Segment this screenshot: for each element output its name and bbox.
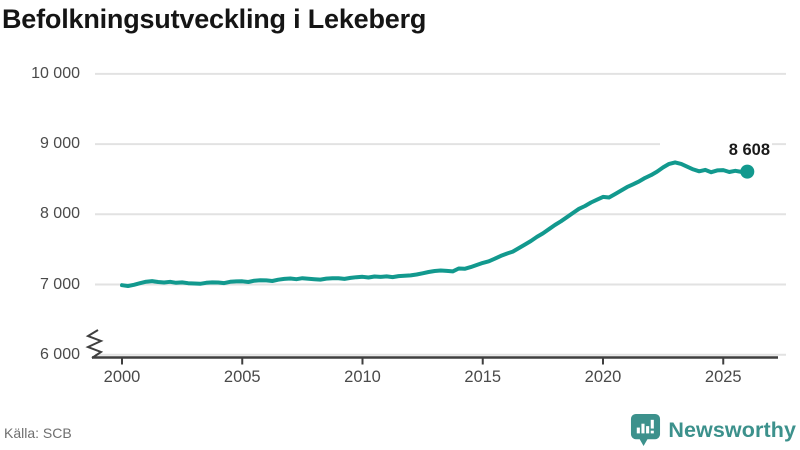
- y-tick-label: 8 000: [39, 205, 80, 223]
- gridlines: [95, 72, 786, 356]
- x-axis-ticks: [121, 357, 725, 365]
- population-line-series: [120, 160, 750, 288]
- newsworthy-wordmark: Newsworthy: [668, 417, 796, 442]
- x-tick-label: 2005: [223, 368, 261, 386]
- chart-title: Befolkningsutveckling i Lekeberg: [2, 4, 427, 34]
- y-axis-break-icon: [85, 329, 104, 359]
- y-tick-label: 9 000: [39, 135, 80, 153]
- y-tick-label: 7 000: [39, 275, 80, 293]
- newsworthy-barchart-bubble-icon: [631, 414, 661, 446]
- end-value-label: 8 608: [660, 141, 772, 160]
- y-tick-label: 6 000: [39, 345, 80, 363]
- y-tick-label: 10 000: [31, 64, 80, 82]
- newsworthy-logo[interactable]: Newsworthy: [630, 412, 796, 448]
- x-tick-label: 2025: [704, 368, 742, 386]
- x-tick-label: 2020: [584, 368, 622, 386]
- source-attribution: Källa: SCB: [4, 425, 72, 441]
- x-tick-label: 2010: [344, 368, 381, 386]
- x-tick-label: 2000: [103, 368, 141, 386]
- x-tick-label: 2015: [464, 368, 502, 386]
- last-data-point: [740, 164, 755, 179]
